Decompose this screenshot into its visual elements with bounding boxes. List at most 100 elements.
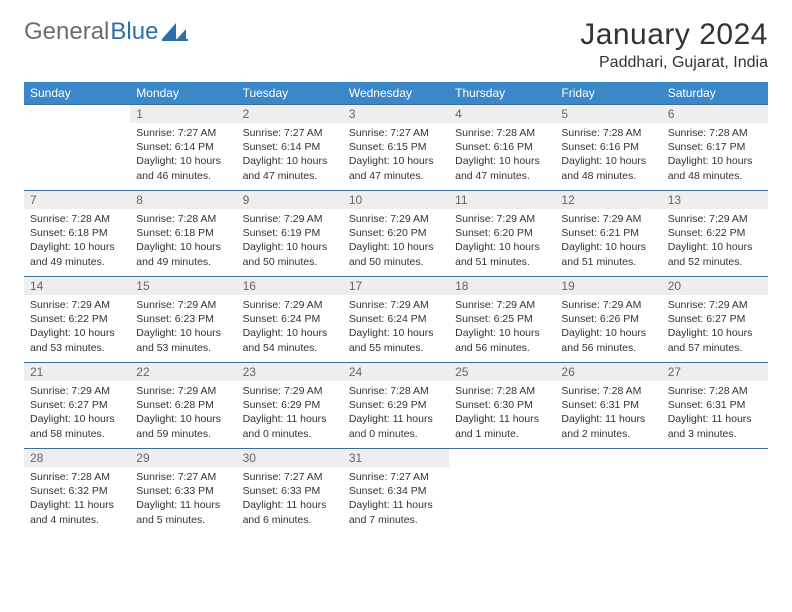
day-detail: Sunrise: 7:29 AMSunset: 6:27 PMDaylight:… [662, 295, 768, 355]
calendar-cell: 10Sunrise: 7:29 AMSunset: 6:20 PMDayligh… [343, 190, 449, 276]
daylight-text: Daylight: 10 hours and 49 minutes. [30, 240, 124, 268]
calendar-cell: 17Sunrise: 7:29 AMSunset: 6:24 PMDayligh… [343, 276, 449, 362]
day-number: 15 [130, 276, 236, 295]
daylight-text: Daylight: 10 hours and 48 minutes. [561, 154, 655, 182]
day-number [555, 448, 661, 467]
sunrise-text: Sunrise: 7:28 AM [455, 384, 549, 398]
daylight-text: Daylight: 10 hours and 49 minutes. [136, 240, 230, 268]
daylight-text: Daylight: 10 hours and 59 minutes. [136, 412, 230, 440]
calendar-cell: 23Sunrise: 7:29 AMSunset: 6:29 PMDayligh… [237, 362, 343, 448]
day-detail: Sunrise: 7:27 AMSunset: 6:33 PMDaylight:… [130, 467, 236, 527]
calendar-cell: 8Sunrise: 7:28 AMSunset: 6:18 PMDaylight… [130, 190, 236, 276]
sunset-text: Sunset: 6:14 PM [136, 140, 230, 154]
calendar-cell: 25Sunrise: 7:28 AMSunset: 6:30 PMDayligh… [449, 362, 555, 448]
weekday-saturday: Saturday [662, 82, 768, 104]
day-detail: Sunrise: 7:28 AMSunset: 6:16 PMDaylight:… [555, 123, 661, 183]
sunrise-text: Sunrise: 7:29 AM [30, 384, 124, 398]
sunset-text: Sunset: 6:17 PM [668, 140, 762, 154]
day-detail: Sunrise: 7:29 AMSunset: 6:20 PMDaylight:… [449, 209, 555, 269]
sunrise-text: Sunrise: 7:29 AM [668, 298, 762, 312]
daylight-text: Daylight: 10 hours and 46 minutes. [136, 154, 230, 182]
daylight-text: Daylight: 11 hours and 7 minutes. [349, 498, 443, 526]
daylight-text: Daylight: 11 hours and 0 minutes. [243, 412, 337, 440]
day-number: 1 [130, 104, 236, 123]
daylight-text: Daylight: 10 hours and 53 minutes. [30, 326, 124, 354]
sunset-text: Sunset: 6:16 PM [455, 140, 549, 154]
calendar-cell: 26Sunrise: 7:28 AMSunset: 6:31 PMDayligh… [555, 362, 661, 448]
sunrise-text: Sunrise: 7:29 AM [349, 212, 443, 226]
sunrise-text: Sunrise: 7:28 AM [349, 384, 443, 398]
day-number: 12 [555, 190, 661, 209]
day-detail: Sunrise: 7:28 AMSunset: 6:32 PMDaylight:… [24, 467, 130, 527]
day-number: 5 [555, 104, 661, 123]
day-number: 19 [555, 276, 661, 295]
calendar-week: 1Sunrise: 7:27 AMSunset: 6:14 PMDaylight… [24, 104, 768, 190]
weekday-wednesday: Wednesday [343, 82, 449, 104]
weekday-row: Sunday Monday Tuesday Wednesday Thursday… [24, 82, 768, 104]
weekday-thursday: Thursday [449, 82, 555, 104]
calendar-cell [555, 448, 661, 534]
page-header: GeneralBlue January 2024 Paddhari, Gujar… [24, 18, 768, 72]
day-detail: Sunrise: 7:28 AMSunset: 6:17 PMDaylight:… [662, 123, 768, 183]
daylight-text: Daylight: 10 hours and 56 minutes. [561, 326, 655, 354]
calendar-cell [662, 448, 768, 534]
day-number: 18 [449, 276, 555, 295]
day-number: 28 [24, 448, 130, 467]
day-detail: Sunrise: 7:29 AMSunset: 6:20 PMDaylight:… [343, 209, 449, 269]
sunset-text: Sunset: 6:18 PM [30, 226, 124, 240]
day-detail: Sunrise: 7:29 AMSunset: 6:29 PMDaylight:… [237, 381, 343, 441]
calendar-cell: 9Sunrise: 7:29 AMSunset: 6:19 PMDaylight… [237, 190, 343, 276]
daylight-text: Daylight: 10 hours and 50 minutes. [349, 240, 443, 268]
calendar-cell: 19Sunrise: 7:29 AMSunset: 6:26 PMDayligh… [555, 276, 661, 362]
weekday-friday: Friday [555, 82, 661, 104]
sunrise-text: Sunrise: 7:28 AM [668, 126, 762, 140]
sunset-text: Sunset: 6:19 PM [243, 226, 337, 240]
day-number: 17 [343, 276, 449, 295]
sunset-text: Sunset: 6:27 PM [30, 398, 124, 412]
daylight-text: Daylight: 10 hours and 47 minutes. [455, 154, 549, 182]
daylight-text: Daylight: 10 hours and 57 minutes. [668, 326, 762, 354]
title-block: January 2024 Paddhari, Gujarat, India [580, 18, 768, 72]
month-title: January 2024 [580, 18, 768, 52]
sunrise-text: Sunrise: 7:29 AM [668, 212, 762, 226]
day-detail: Sunrise: 7:29 AMSunset: 6:28 PMDaylight:… [130, 381, 236, 441]
daylight-text: Daylight: 11 hours and 2 minutes. [561, 412, 655, 440]
day-detail: Sunrise: 7:27 AMSunset: 6:34 PMDaylight:… [343, 467, 449, 527]
day-detail: Sunrise: 7:28 AMSunset: 6:31 PMDaylight:… [555, 381, 661, 441]
calendar-week: 28Sunrise: 7:28 AMSunset: 6:32 PMDayligh… [24, 448, 768, 534]
sunrise-text: Sunrise: 7:29 AM [243, 212, 337, 226]
calendar-cell: 5Sunrise: 7:28 AMSunset: 6:16 PMDaylight… [555, 104, 661, 190]
day-detail: Sunrise: 7:27 AMSunset: 6:15 PMDaylight:… [343, 123, 449, 183]
sunrise-text: Sunrise: 7:28 AM [136, 212, 230, 226]
logo-text-gray: General [24, 18, 109, 46]
sunset-text: Sunset: 6:32 PM [30, 484, 124, 498]
daylight-text: Daylight: 10 hours and 53 minutes. [136, 326, 230, 354]
sunset-text: Sunset: 6:28 PM [136, 398, 230, 412]
daylight-text: Daylight: 11 hours and 4 minutes. [30, 498, 124, 526]
daylight-text: Daylight: 11 hours and 3 minutes. [668, 412, 762, 440]
sunrise-text: Sunrise: 7:27 AM [349, 470, 443, 484]
sunset-text: Sunset: 6:20 PM [455, 226, 549, 240]
logo-sail-icon [162, 23, 188, 41]
daylight-text: Daylight: 11 hours and 0 minutes. [349, 412, 443, 440]
day-detail: Sunrise: 7:27 AMSunset: 6:33 PMDaylight:… [237, 467, 343, 527]
calendar-cell: 4Sunrise: 7:28 AMSunset: 6:16 PMDaylight… [449, 104, 555, 190]
calendar-cell: 15Sunrise: 7:29 AMSunset: 6:23 PMDayligh… [130, 276, 236, 362]
day-number: 25 [449, 362, 555, 381]
calendar-table: Sunday Monday Tuesday Wednesday Thursday… [24, 82, 768, 534]
calendar-cell: 6Sunrise: 7:28 AMSunset: 6:17 PMDaylight… [662, 104, 768, 190]
day-detail: Sunrise: 7:29 AMSunset: 6:24 PMDaylight:… [237, 295, 343, 355]
day-number: 10 [343, 190, 449, 209]
day-detail: Sunrise: 7:28 AMSunset: 6:29 PMDaylight:… [343, 381, 449, 441]
day-number: 6 [662, 104, 768, 123]
sunrise-text: Sunrise: 7:29 AM [136, 298, 230, 312]
day-number: 8 [130, 190, 236, 209]
sunrise-text: Sunrise: 7:29 AM [30, 298, 124, 312]
day-number: 7 [24, 190, 130, 209]
daylight-text: Daylight: 10 hours and 51 minutes. [455, 240, 549, 268]
daylight-text: Daylight: 10 hours and 50 minutes. [243, 240, 337, 268]
day-number: 2 [237, 104, 343, 123]
sunrise-text: Sunrise: 7:28 AM [561, 126, 655, 140]
sunset-text: Sunset: 6:22 PM [668, 226, 762, 240]
day-number [449, 448, 555, 467]
